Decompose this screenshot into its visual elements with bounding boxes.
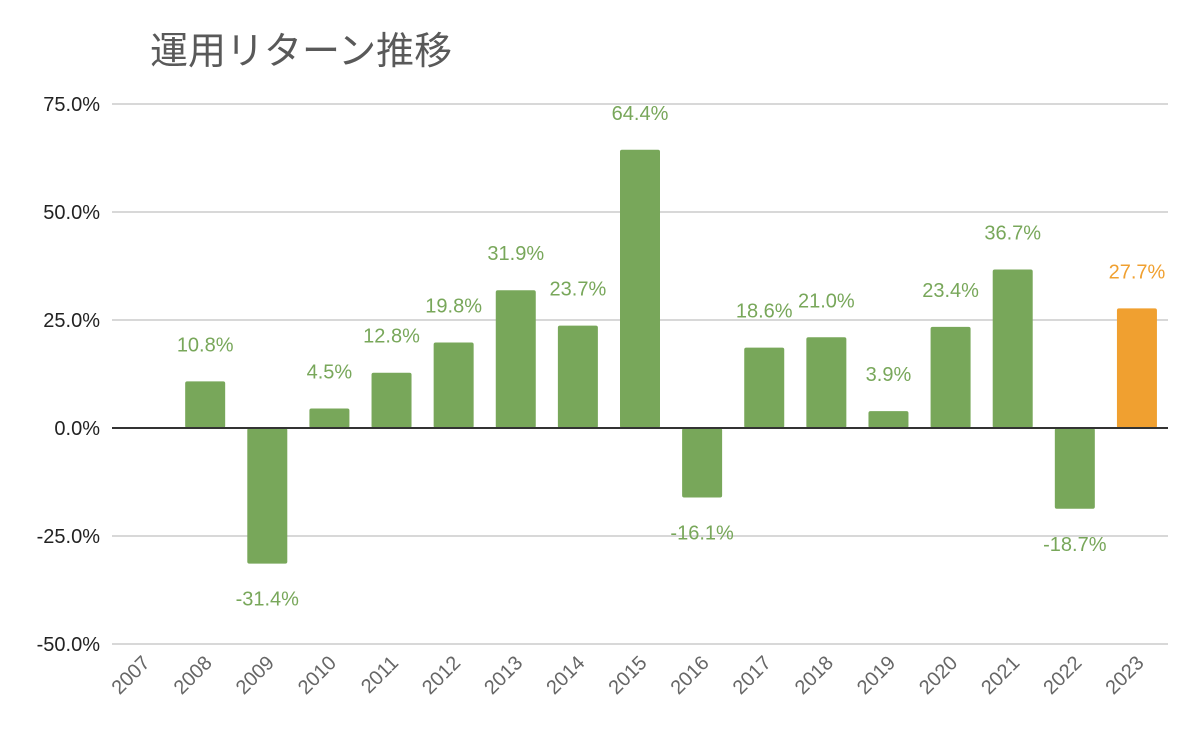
data-label-2020: 23.4% xyxy=(922,280,979,302)
x-tick-label: 2021 xyxy=(977,652,1024,699)
bar-2011 xyxy=(371,372,412,428)
data-label-2021: 36.7% xyxy=(984,222,1041,244)
x-tick-label: 2007 xyxy=(108,652,155,699)
data-label-2010: 4.5% xyxy=(307,362,353,384)
y-tick-label: -50.0% xyxy=(37,634,101,656)
y-tick-label: 50.0% xyxy=(43,202,100,224)
x-tick-label: 2016 xyxy=(667,652,714,699)
bar-2021 xyxy=(992,269,1033,428)
data-label-2019: 3.9% xyxy=(866,364,912,386)
x-tick-label: 2019 xyxy=(853,652,900,699)
x-tick-label: 2013 xyxy=(480,652,527,699)
x-tick-label: 2008 xyxy=(170,652,217,699)
data-label-2023: 27.7% xyxy=(1109,261,1166,283)
x-tick-label: 2020 xyxy=(915,652,962,699)
data-label-2008: 10.8% xyxy=(177,334,234,356)
data-label-2012: 19.8% xyxy=(425,295,482,317)
bar-2022 xyxy=(1054,428,1095,509)
bar-2018 xyxy=(806,337,847,428)
data-label-2016: -16.1% xyxy=(670,523,734,545)
bar-2015 xyxy=(620,149,660,429)
x-tick-label: 2014 xyxy=(542,652,589,699)
bar-2014 xyxy=(557,325,598,428)
bar-2008 xyxy=(185,381,226,428)
data-labels: 10.8% -31.4% 4.5% 12.8%19.8% 31.9% 23.7% 64.4%… xyxy=(177,103,1166,611)
y-tick-label: 0.0% xyxy=(54,418,100,440)
bar-2009 xyxy=(247,428,288,564)
y-tick-label: 75.0% xyxy=(43,94,100,116)
data-label-2015: 64.4% xyxy=(612,103,669,125)
data-label-2022: -18.7% xyxy=(1043,534,1107,556)
x-tick-label: 2010 xyxy=(294,652,341,699)
x-tick-label: 2015 xyxy=(605,652,652,699)
x-tick-label: 2022 xyxy=(1039,652,1086,699)
data-label-2013: 31.9% xyxy=(487,243,544,265)
x-tick-label: 2018 xyxy=(791,652,838,699)
bar-2020 xyxy=(930,326,971,428)
bar-2013 xyxy=(495,290,536,428)
bar-2017 xyxy=(744,347,785,428)
data-label-2017: 18.6% xyxy=(736,301,793,323)
x-tick-label: 2009 xyxy=(232,652,279,699)
x-tick-label: 2017 xyxy=(729,652,776,699)
data-label-2009: -31.4% xyxy=(236,589,300,611)
x-tick-label: 2011 xyxy=(357,652,403,698)
x-axis-ticks: 2007 2008 2009 2010 2011 2012 2013 2014 2015 2016… xyxy=(108,652,1149,699)
y-axis-ticks: 75.0% 50.0% 25.0% 0.0% -25.0% -50.0% xyxy=(37,94,101,656)
y-tick-label: 25.0% xyxy=(43,310,100,332)
bar-2023 xyxy=(1116,308,1157,428)
x-tick-label: 2023 xyxy=(1101,652,1148,699)
bar-2012 xyxy=(433,342,474,428)
data-label-2018: 21.0% xyxy=(798,290,855,312)
chart-title: 運用リターン推移 xyxy=(150,29,453,73)
data-label-2014: 23.7% xyxy=(550,279,607,301)
bar-2016 xyxy=(682,428,723,498)
x-tick-label: 2012 xyxy=(418,652,465,699)
bar-2019 xyxy=(868,411,909,428)
bar-2010 xyxy=(309,408,350,428)
bars xyxy=(185,149,1157,564)
y-tick-label: -25.0% xyxy=(37,526,101,548)
data-label-2011: 12.8% xyxy=(363,326,420,348)
